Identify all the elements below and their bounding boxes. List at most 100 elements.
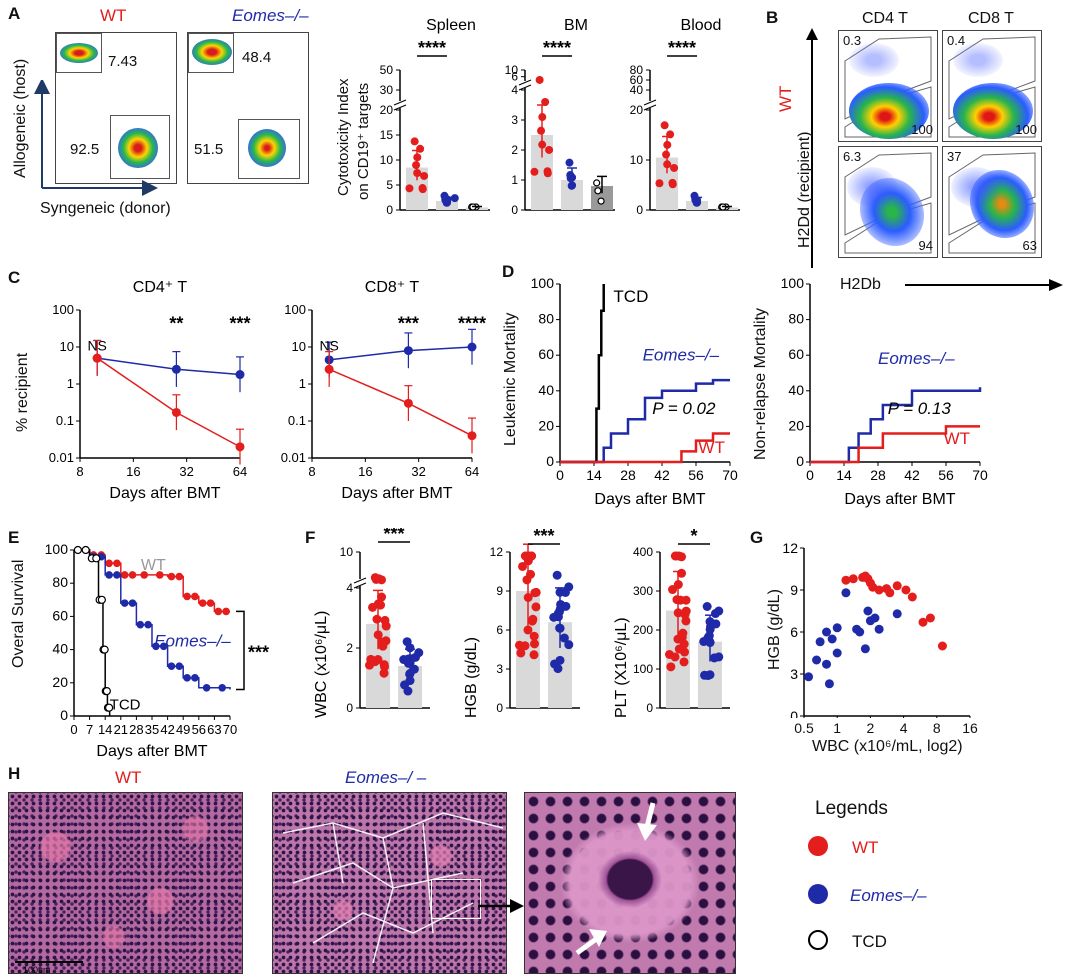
data-point xyxy=(679,657,689,667)
data-point xyxy=(559,633,569,643)
y-tick-label: 0 xyxy=(346,701,353,715)
y-tick-label: 80 xyxy=(52,574,68,590)
chart-title: Blood xyxy=(681,17,722,34)
axis-break xyxy=(518,79,532,86)
flow-y-arrow xyxy=(806,28,818,268)
y-tick-label: 1 xyxy=(511,173,518,187)
facs-population xyxy=(248,129,286,167)
data-point xyxy=(705,670,715,680)
y-tick-label: 100 xyxy=(633,662,653,676)
y-tick-label: 100 xyxy=(531,275,555,291)
axis-break xyxy=(643,104,657,111)
significance-label: NS xyxy=(319,338,338,354)
x-tick-label: 0 xyxy=(70,722,77,737)
flow-col1-label: CD4 T xyxy=(862,10,908,27)
data-point xyxy=(371,574,381,584)
data-point xyxy=(804,672,814,682)
data-point xyxy=(191,592,199,601)
x-tick-label: 16 xyxy=(962,720,978,736)
x-tick-label: 14 xyxy=(98,722,112,737)
data-point xyxy=(874,585,884,595)
x-tick-label: 56 xyxy=(938,467,954,483)
significance-stars: *** xyxy=(533,528,554,546)
data-point xyxy=(105,571,113,579)
data-point xyxy=(159,642,168,651)
y-tick-label: 6 xyxy=(790,624,798,640)
data-point xyxy=(564,640,574,650)
axis-break xyxy=(519,81,531,88)
legend-label-tcd: TCD xyxy=(852,932,887,951)
x-axis-label: Days after BMT xyxy=(341,485,452,502)
y-tick-label: 2 xyxy=(346,641,353,655)
significance-label: ** xyxy=(169,313,183,333)
significance-label: **** xyxy=(458,313,486,333)
data-point xyxy=(555,655,565,665)
data-point xyxy=(874,624,884,634)
data-point xyxy=(405,676,415,686)
data-point xyxy=(892,581,902,591)
data-point xyxy=(670,652,680,662)
facs-eomes-title: Eomes–/– xyxy=(232,6,309,25)
zoom-arrow xyxy=(478,899,524,913)
data-point xyxy=(403,398,413,408)
data-point xyxy=(681,616,691,626)
series-step-line xyxy=(74,549,231,690)
data-point xyxy=(104,703,114,712)
data-point xyxy=(907,592,917,602)
flow-value-lower: 63 xyxy=(1022,238,1037,253)
data-point xyxy=(418,185,427,194)
y-tick-label: 3 xyxy=(790,666,798,682)
data-point xyxy=(671,551,681,561)
data-point xyxy=(925,613,935,623)
data-point xyxy=(128,599,137,607)
data-point xyxy=(523,625,533,635)
y-tick-label: 10 xyxy=(340,545,354,559)
data-point xyxy=(377,592,387,602)
data-point xyxy=(710,609,720,619)
y-tick-label: 30 xyxy=(380,83,394,97)
p-value: P = 0.13 xyxy=(888,399,952,418)
y-tick-label: 10 xyxy=(630,153,644,167)
data-point xyxy=(140,571,148,579)
x-tick-label: 28 xyxy=(870,467,886,483)
x-tick-label: 7 xyxy=(86,722,93,737)
data-point xyxy=(901,585,911,595)
y-tick-label: 20 xyxy=(788,417,804,433)
chart-cd8: CD8⁺ T 0.01 0.1 1 10 100 8 16 32 64 Days after BMT… xyxy=(281,279,486,502)
data-point xyxy=(848,574,858,584)
data-point xyxy=(674,644,684,654)
legend-marker-tcd xyxy=(808,930,828,950)
histology-zoom xyxy=(524,792,736,974)
e-ylabel: Overal Survival xyxy=(10,559,27,668)
data-point xyxy=(594,187,602,195)
series-line xyxy=(329,346,473,361)
data-point xyxy=(92,353,102,363)
x-tick-label: 35 xyxy=(145,722,159,737)
data-point xyxy=(822,627,832,637)
data-point xyxy=(666,662,676,672)
flow-population xyxy=(849,83,929,139)
flow-population xyxy=(953,43,1003,77)
facs-value: 7.43 xyxy=(108,53,138,70)
data-point xyxy=(171,364,181,374)
data-point xyxy=(175,572,184,581)
data-point xyxy=(409,664,419,674)
data-point xyxy=(530,639,540,649)
data-point xyxy=(198,599,207,607)
data-point xyxy=(521,551,531,561)
data-point xyxy=(136,620,145,629)
data-point xyxy=(670,163,679,172)
data-point xyxy=(92,554,101,563)
legend-marker-wt xyxy=(808,836,828,856)
data-point xyxy=(156,571,164,579)
x-tick-label: 64 xyxy=(233,464,247,479)
data-point xyxy=(699,637,709,647)
facs-x-axis-label: Syngeneic (donor) xyxy=(40,200,171,217)
flow-x-axis-label: H2Db xyxy=(840,276,881,293)
y-tick-label: 4 xyxy=(511,83,518,97)
data-point xyxy=(680,609,690,619)
y-axis-label: PLT (X10⁶/μL) xyxy=(613,617,630,718)
data-point xyxy=(380,615,390,625)
x-tick-label: 70 xyxy=(972,467,988,483)
y-tick-label: 200 xyxy=(633,623,653,637)
